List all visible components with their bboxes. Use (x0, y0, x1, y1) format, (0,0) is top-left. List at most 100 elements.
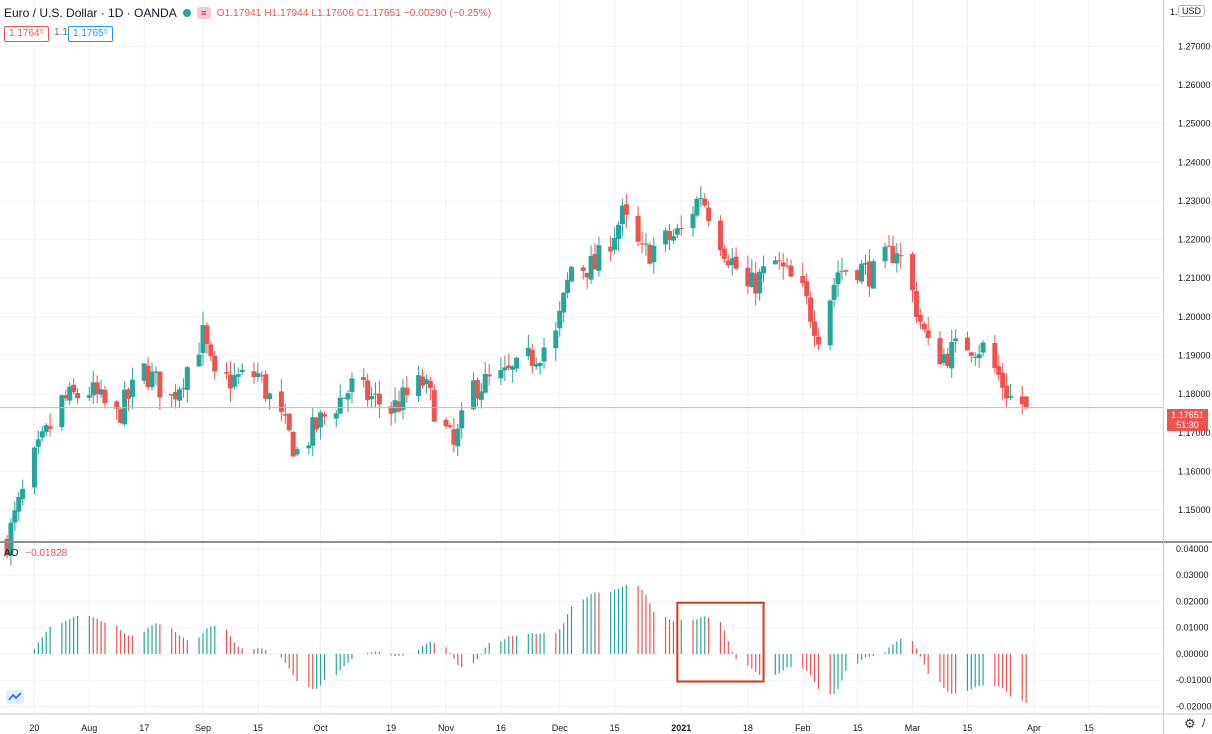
candle-body (153, 371, 159, 373)
candle-body (67, 386, 73, 401)
gear-icon[interactable]: ⚙ (1184, 716, 1196, 731)
price-tick-label: 1.18000 (1178, 389, 1211, 399)
ao-tick-label: 0.00000 (1176, 649, 1209, 659)
candle-body (800, 275, 806, 284)
indicators-menu-icon[interactable]: ≡ (196, 7, 211, 19)
candle-body (314, 417, 320, 430)
candle-body (94, 382, 100, 395)
time-tick-label: 20 (29, 723, 39, 733)
candle-body (949, 342, 955, 369)
currency-button[interactable]: USD (1178, 5, 1206, 17)
candle-body (917, 314, 923, 322)
ao-tick-label: 0.04000 (1176, 544, 1209, 554)
candle-body (647, 244, 653, 264)
candle-body (690, 213, 696, 229)
price-tick-label: 1.24000 (1178, 157, 1211, 167)
candle-body (474, 380, 480, 399)
price-tick-label: 1. (1170, 7, 1178, 17)
candle-body (420, 376, 426, 386)
price-tick-label: 1.17000 (1178, 428, 1211, 438)
symbol-title[interactable]: Euro / U.S. Dollar · 1D · OANDA (4, 6, 177, 20)
price-tick-label: 1.21000 (1178, 273, 1211, 283)
candle-body (761, 266, 767, 274)
candle-body (968, 352, 974, 356)
candle-body (639, 243, 645, 245)
candle-body (506, 365, 512, 369)
candle-body (964, 337, 970, 351)
ao-legend[interactable]: AO −0.01828 (4, 548, 67, 559)
candle-body (102, 389, 108, 404)
candle-body (616, 224, 622, 239)
candle-body (533, 363, 539, 367)
price-tick-label: 1.27000 (1178, 41, 1211, 51)
candle-body (451, 429, 457, 445)
candle-body (953, 338, 959, 342)
candle-body (827, 300, 833, 346)
candle-body (361, 376, 367, 380)
candle-body (945, 353, 951, 367)
price-tick-label: 1.20000 (1178, 312, 1211, 322)
candle-body (349, 378, 355, 393)
tradingview-logo-icon[interactable] (6, 690, 24, 704)
candle-body (890, 246, 896, 263)
candle-body (804, 281, 810, 297)
candle-body (263, 374, 269, 399)
candle-body (835, 272, 841, 285)
candle-body (231, 375, 237, 387)
candle-body (663, 230, 669, 245)
time-tick-label: Apr (1027, 723, 1041, 733)
candle-body (333, 413, 339, 419)
candle-body (557, 310, 563, 329)
candle-body (592, 254, 598, 270)
candle-body (976, 354, 982, 359)
candle-body (423, 379, 429, 385)
auto-scale-icon[interactable]: / (1202, 716, 1206, 730)
candle-body (427, 380, 433, 389)
candle-body (537, 363, 543, 367)
candle-body (47, 426, 53, 429)
candle-body (749, 272, 755, 288)
candle-body (404, 387, 410, 396)
candle-body (651, 245, 657, 263)
candle-body (372, 393, 378, 395)
candle-body (862, 262, 868, 265)
spread-value: 1.1 (54, 27, 68, 38)
candle-body (59, 395, 65, 428)
candle-body (580, 267, 586, 271)
candle-body (459, 410, 465, 429)
candle-body (278, 391, 284, 412)
time-tick-label: 18 (743, 723, 753, 733)
candle-body (745, 267, 751, 287)
candle-body (400, 387, 406, 410)
ohlc-values: O1.17941 H1.17944 L1.17606 C1.17651 −0.0… (216, 7, 492, 19)
ao-tick-label: 0.01000 (1176, 623, 1209, 633)
candle-body (251, 371, 257, 378)
candle-body (294, 449, 300, 455)
candle-body (126, 389, 132, 399)
candle-body (86, 395, 92, 398)
candle-body (322, 414, 328, 417)
buy-price-button[interactable]: 1.1765⁵ (68, 26, 113, 42)
candle-body (619, 205, 625, 224)
candle-body (208, 344, 214, 357)
time-tick-label: 15 (853, 723, 863, 733)
candle-body (1004, 385, 1010, 399)
candle-body (282, 414, 288, 416)
candle-body (122, 389, 128, 425)
current-price-tag: 1.17651 51:30 (1167, 409, 1208, 431)
candle-body (937, 338, 943, 365)
ao-tick-label: 0.02000 (1176, 596, 1209, 606)
candle-body (4, 539, 10, 556)
candle-body (514, 357, 520, 369)
candle-body (706, 207, 712, 222)
sell-price-button[interactable]: 1.1764⁵ (4, 26, 49, 42)
candle-body (859, 263, 865, 282)
candle-body (666, 231, 672, 240)
candle-body (757, 271, 763, 294)
price-candles (0, 186, 1163, 566)
candle-body (776, 260, 782, 262)
candle-body (75, 393, 81, 398)
candle-body (290, 431, 296, 457)
candle-body (20, 488, 26, 500)
